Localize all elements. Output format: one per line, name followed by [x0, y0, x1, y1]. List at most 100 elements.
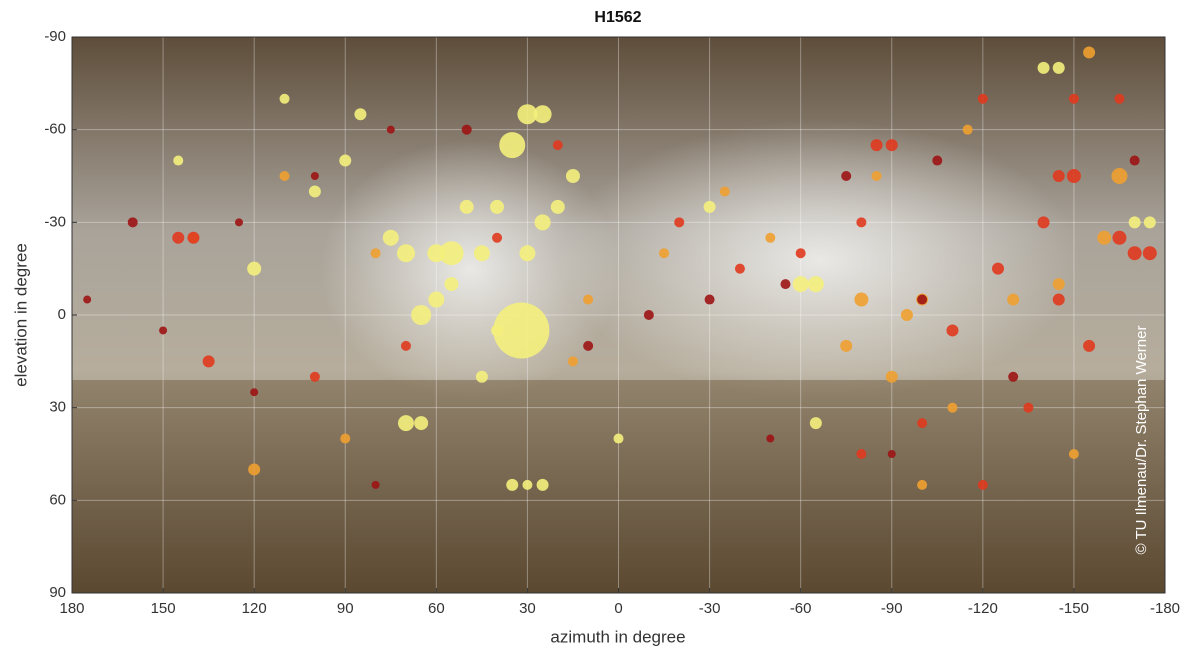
- bubble: [614, 434, 624, 444]
- copyright-note: © TU Ilmenau/Dr. Stephan Werner: [1133, 326, 1150, 555]
- bubble: [674, 217, 684, 227]
- bubble: [704, 201, 716, 213]
- bubble: [963, 125, 973, 135]
- bubble: [280, 94, 290, 104]
- bubble: [1144, 216, 1156, 228]
- bubble: [871, 139, 883, 151]
- x-tick-label: 0: [614, 600, 622, 617]
- bubble: [339, 155, 351, 167]
- y-tick-label: -30: [44, 213, 66, 230]
- bubble: [248, 463, 260, 475]
- bubble: [387, 126, 395, 134]
- bubble: [551, 200, 565, 214]
- bubble: [187, 232, 199, 244]
- x-tick-label: 60: [428, 600, 445, 617]
- bubble: [992, 263, 1004, 275]
- bubble: [1067, 169, 1081, 183]
- y-tick-label: 30: [49, 399, 66, 416]
- bubble: [583, 341, 593, 351]
- y-tick-label: 60: [49, 491, 66, 508]
- bubble: [398, 415, 414, 431]
- bubble: [1069, 449, 1079, 459]
- chart: H1562 azimuth in degree elevation in deg…: [0, 0, 1183, 651]
- bubble: [841, 171, 851, 181]
- bubble: [1008, 372, 1018, 382]
- bubble: [534, 105, 552, 123]
- bubble: [397, 244, 415, 262]
- bubble: [720, 186, 730, 196]
- bubble: [1129, 216, 1141, 228]
- x-tick-label: -180: [1150, 600, 1180, 617]
- bubble: [173, 156, 183, 166]
- bubble: [1083, 46, 1095, 58]
- bubble: [311, 172, 319, 180]
- y-tick-label: -90: [44, 28, 66, 45]
- bubble: [492, 233, 502, 243]
- bubble: [888, 450, 896, 458]
- x-tick-label: 120: [242, 600, 267, 617]
- bubble: [491, 324, 503, 336]
- chart-title: H1562: [594, 9, 641, 26]
- bubble: [1114, 94, 1124, 104]
- bubble: [128, 217, 138, 227]
- bubble: [810, 417, 822, 429]
- bubble: [280, 171, 290, 181]
- x-tick-label: -150: [1059, 600, 1089, 617]
- bubble: [340, 434, 350, 444]
- bubble: [917, 480, 927, 490]
- y-tick-label: 0: [58, 306, 66, 323]
- y-axis-label: elevation in degree: [11, 243, 30, 387]
- bubble: [383, 230, 399, 246]
- bubble: [947, 403, 957, 413]
- x-tick-label: 90: [337, 600, 354, 617]
- bubble: [840, 340, 852, 352]
- x-tick-label: -60: [790, 600, 812, 617]
- bubble: [808, 276, 824, 292]
- bubble: [765, 233, 775, 243]
- bubble: [705, 295, 715, 305]
- bubble: [474, 245, 490, 261]
- bubble: [1053, 62, 1065, 74]
- bubble: [428, 292, 444, 308]
- bubble: [414, 416, 428, 430]
- bubble: [250, 388, 258, 396]
- x-tick-label: 150: [151, 600, 176, 617]
- bubble: [946, 324, 958, 336]
- bubble: [535, 214, 551, 230]
- bubble: [371, 248, 381, 258]
- bubble: [735, 264, 745, 274]
- bubble: [1130, 156, 1140, 166]
- bubble: [519, 245, 535, 261]
- bubble: [886, 139, 898, 151]
- bubble: [1053, 294, 1065, 306]
- bubble: [886, 371, 898, 383]
- bubble: [1069, 94, 1079, 104]
- bubble: [537, 479, 549, 491]
- bubble: [856, 449, 866, 459]
- bubble: [766, 435, 774, 443]
- bubble: [1007, 294, 1019, 306]
- bubble: [490, 200, 504, 214]
- bubble: [172, 232, 184, 244]
- bubble: [1111, 168, 1127, 184]
- bubble: [854, 293, 868, 307]
- bubble: [462, 125, 472, 135]
- y-tick-label: -60: [44, 121, 66, 138]
- bubble: [310, 372, 320, 382]
- bubble: [247, 262, 261, 276]
- bubble: [401, 341, 411, 351]
- bubble: [1128, 246, 1142, 260]
- bubble: [978, 480, 988, 490]
- bubble: [553, 140, 563, 150]
- bubble: [568, 356, 578, 366]
- bubble: [659, 248, 669, 258]
- bubble: [1097, 231, 1111, 245]
- bubble: [1053, 278, 1065, 290]
- bubble: [644, 310, 654, 320]
- bubble: [445, 277, 459, 291]
- bubble: [1143, 246, 1157, 260]
- x-tick-label: 180: [59, 600, 84, 617]
- bubble: [235, 218, 243, 226]
- bubble: [499, 132, 525, 158]
- bubble: [1038, 62, 1050, 74]
